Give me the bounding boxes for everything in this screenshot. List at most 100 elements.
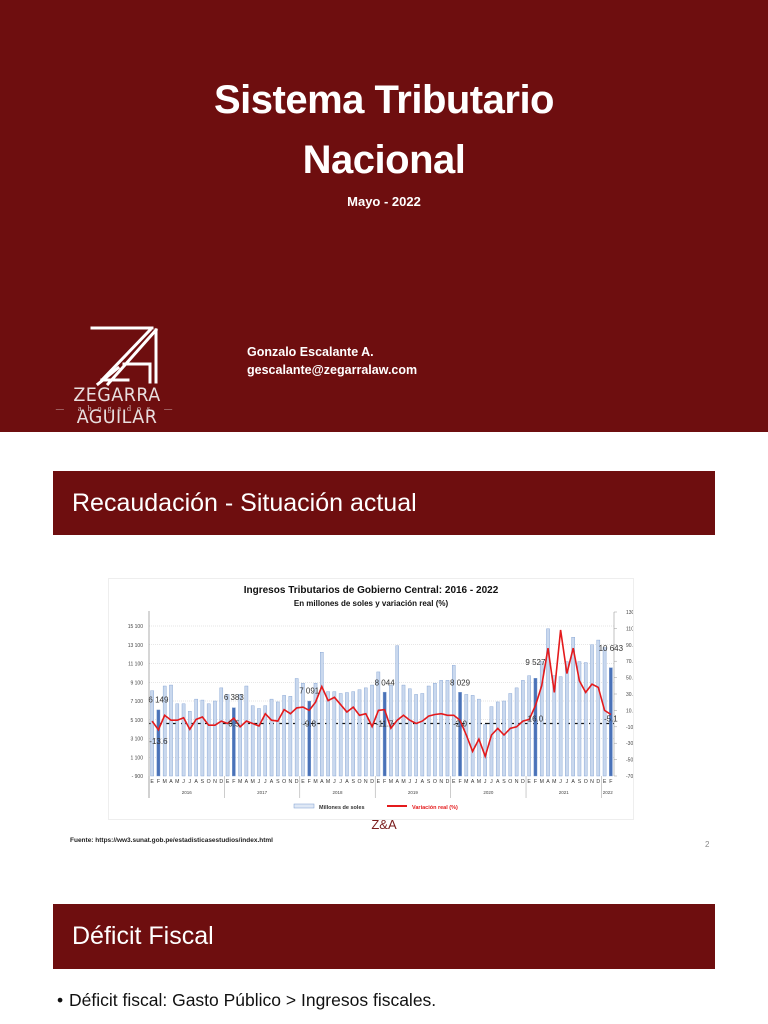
page-number: 2: [705, 840, 710, 849]
svg-text:A: A: [471, 779, 475, 785]
svg-text:M: M: [238, 779, 242, 785]
bullet-item: • Déficit fiscal: Gasto Público > Ingreso…: [57, 990, 436, 1011]
svg-text:7 100: 7 100: [130, 699, 143, 705]
svg-text:D: D: [370, 779, 374, 785]
svg-text:16.0: 16.0: [528, 715, 544, 724]
svg-text:N: N: [213, 779, 217, 785]
svg-text:F: F: [534, 779, 537, 785]
svg-text:A: A: [270, 779, 274, 785]
presentation-date: Mayo - 2022: [347, 194, 421, 209]
source-citation: Fuente: https://ww3.sunat.gob.pe/estadis…: [70, 837, 273, 844]
section-header-text: Recaudación - Situación actual: [72, 488, 417, 517]
svg-text:M: M: [552, 779, 556, 785]
presentation-title-line1: Sistema Tributario: [214, 78, 554, 122]
svg-text:1 100: 1 100: [130, 755, 143, 761]
svg-text:8 029: 8 029: [450, 679, 471, 688]
bullet-dot-icon: •: [57, 990, 64, 1010]
svg-text:9 527: 9 527: [525, 658, 546, 667]
svg-text:7 091: 7 091: [299, 687, 320, 696]
svg-text:2019: 2019: [408, 790, 419, 795]
section-header-text: Déficit Fiscal: [72, 922, 214, 950]
svg-text:D: D: [219, 779, 223, 785]
svg-text:J: J: [333, 779, 336, 785]
svg-text:Variación real (%): Variación real (%): [412, 805, 458, 811]
svg-text:M: M: [464, 779, 468, 785]
chart-canvas: Ingresos Tributarios de Gobierno Central…: [128, 585, 639, 811]
svg-text:11 100: 11 100: [128, 662, 143, 668]
svg-text:70.0: 70.0: [626, 659, 633, 665]
svg-text:30.0: 30.0: [626, 692, 633, 698]
svg-text:-2.0: -2.0: [453, 720, 467, 729]
svg-text:-13.6: -13.6: [149, 737, 168, 746]
svg-text:110.0: 110.0: [626, 626, 633, 632]
svg-text:S: S: [276, 779, 280, 785]
svg-text:2021: 2021: [559, 790, 570, 795]
svg-text:6 149: 6 149: [148, 695, 169, 704]
section-header-deficit: Déficit Fiscal: [53, 904, 715, 969]
author-block: Gonzalo Escalante A. gescalante@zegarral…: [247, 343, 417, 379]
svg-text:10 643: 10 643: [599, 644, 624, 653]
svg-text:O: O: [282, 779, 286, 785]
svg-text:N: N: [289, 779, 293, 785]
svg-text:J: J: [490, 779, 493, 785]
svg-text:15 100: 15 100: [128, 624, 144, 630]
svg-text:S: S: [201, 779, 205, 785]
svg-text:-11.7: -11.7: [376, 720, 394, 729]
za-monogram-logo-icon: [90, 326, 159, 387]
svg-text:O: O: [584, 779, 588, 785]
svg-text:D: D: [446, 779, 450, 785]
svg-text:M: M: [540, 779, 544, 785]
svg-text:J: J: [339, 779, 342, 785]
svg-text:130.0: 130.0: [626, 610, 633, 616]
svg-text:M: M: [477, 779, 481, 785]
svg-text:-50.0: -50.0: [626, 758, 633, 764]
svg-text:Ingresos Tributarios de Gobier: Ingresos Tributarios de Gobierno Central…: [244, 585, 499, 596]
svg-text:F: F: [609, 779, 612, 785]
svg-text:A: A: [546, 779, 550, 785]
svg-text:M: M: [313, 779, 317, 785]
svg-text:2017: 2017: [257, 790, 268, 795]
svg-text:O: O: [357, 779, 361, 785]
footer-brand-mark: Z&A: [371, 817, 397, 832]
svg-text:2022: 2022: [603, 790, 614, 795]
svg-text:A: A: [320, 779, 324, 785]
svg-text:8 044: 8 044: [375, 679, 396, 688]
svg-text:F: F: [308, 779, 311, 785]
svg-text:D: D: [295, 779, 299, 785]
svg-text:10.0: 10.0: [626, 708, 633, 714]
svg-text:F: F: [157, 779, 160, 785]
svg-text:-70.0: -70.0: [626, 774, 633, 780]
svg-text:J: J: [189, 779, 192, 785]
svg-text:E: E: [603, 779, 607, 785]
section-header-recaudacion: Recaudación - Situación actual: [53, 471, 715, 535]
svg-text:F: F: [458, 779, 461, 785]
svg-text:0.5: 0.5: [228, 720, 240, 729]
svg-text:E: E: [377, 779, 381, 785]
svg-text:E: E: [452, 779, 456, 785]
svg-text:M: M: [389, 779, 393, 785]
svg-text:D: D: [596, 779, 600, 785]
svg-text:S: S: [578, 779, 582, 785]
svg-text:M: M: [326, 779, 330, 785]
svg-text:J: J: [264, 779, 267, 785]
presentation-title-line2: Nacional: [302, 138, 466, 182]
svg-text:6 383: 6 383: [224, 693, 245, 702]
author-email: gescalante@zegarralaw.com: [247, 363, 418, 377]
svg-text:A: A: [194, 779, 198, 785]
svg-text:M: M: [163, 779, 167, 785]
svg-text:En millones de soles y variaci: En millones de soles y variación real (%…: [294, 599, 449, 608]
svg-text:E: E: [226, 779, 230, 785]
svg-text:- 900: - 900: [132, 774, 144, 780]
svg-text:J: J: [559, 779, 562, 785]
bullet-text: Déficit fiscal: Gasto Público > Ingresos…: [69, 990, 437, 1010]
svg-text:-30.0: -30.0: [626, 741, 633, 747]
svg-text:E: E: [150, 779, 154, 785]
svg-text:-10.0: -10.0: [626, 725, 633, 731]
svg-text:M: M: [251, 779, 255, 785]
svg-text:F: F: [383, 779, 386, 785]
svg-text:Millones de soles: Millones de soles: [319, 805, 365, 811]
svg-text:J: J: [408, 779, 411, 785]
svg-text:J: J: [484, 779, 487, 785]
svg-text:E: E: [301, 779, 305, 785]
svg-text:5 100: 5 100: [130, 718, 143, 724]
